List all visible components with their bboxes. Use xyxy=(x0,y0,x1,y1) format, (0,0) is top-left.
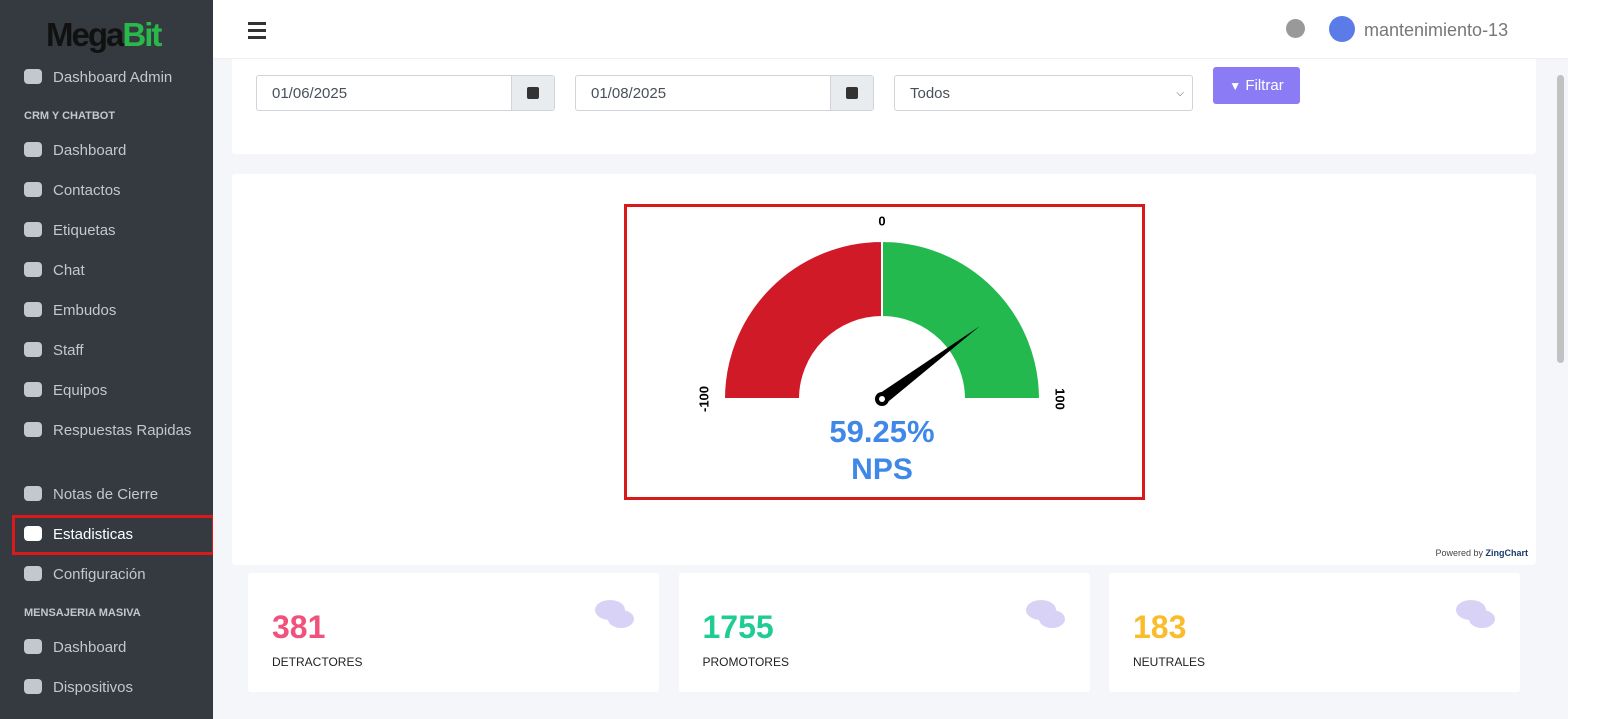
bubble xyxy=(1038,610,1065,628)
nav-item[interactable]: Etiquetas xyxy=(24,219,204,243)
brand: ZingChart xyxy=(1485,548,1529,558)
highlight-box xyxy=(624,204,1145,500)
nav-label: Embudos xyxy=(53,302,117,319)
stat-value: 1755 xyxy=(702,609,774,645)
gauge-label: NPS xyxy=(851,453,913,486)
button-text: Filtrar xyxy=(1245,77,1284,94)
nav-item[interactable]: Embudos xyxy=(24,299,204,323)
nav-label: Estadisticas xyxy=(53,526,134,543)
filter-button[interactable]: ▼ Filtrar xyxy=(1213,67,1300,104)
select-value: Todos xyxy=(910,85,951,102)
stat-card: 1755 PROMOTORES xyxy=(678,573,1090,692)
highlight-box xyxy=(12,515,213,555)
calendar-button[interactable] xyxy=(511,76,554,110)
nav-item[interactable]: Equipos xyxy=(24,379,204,403)
gauge-band xyxy=(881,239,1042,400)
section-title: MENSAJERIA MASIVA xyxy=(24,607,141,619)
help-icon[interactable] xyxy=(1286,19,1305,38)
nav-item[interactable]: Dashboard Admin xyxy=(24,66,204,90)
nav-icon xyxy=(24,222,42,237)
bubble xyxy=(1469,610,1495,628)
nav-icon xyxy=(24,142,42,157)
date-input[interactable]: 01/06/2025 xyxy=(256,75,555,111)
nav-item[interactable]: Dashboard xyxy=(24,636,204,660)
nav-label: Respuestas Rapidas xyxy=(53,422,192,439)
stat-label: PROMOTORES xyxy=(702,655,789,669)
nav-label: Etiquetas xyxy=(53,222,116,239)
user-name[interactable]: mantenimiento-13 xyxy=(1364,20,1509,40)
tick-label: -100 xyxy=(696,386,711,412)
nav-label: Equipos xyxy=(53,382,108,399)
date-input[interactable]: 01/08/2025 xyxy=(575,75,874,111)
nav-label: Configuración xyxy=(53,566,146,583)
nav-icon xyxy=(24,679,42,694)
stat-card: 381 DETRACTORES xyxy=(248,573,659,692)
nav-label: Chat xyxy=(53,262,85,279)
needle-hub-center xyxy=(879,396,885,402)
nav-label: Dashboard Admin xyxy=(53,69,173,86)
nav-icon xyxy=(24,526,42,541)
nav-item[interactable]: Notas de Cierre xyxy=(24,483,204,507)
nav-icon xyxy=(24,302,42,317)
bubble xyxy=(608,610,634,628)
needle xyxy=(878,326,980,404)
chart-card: -100 0 100 59.25% NPS Powered by ZingChart xyxy=(232,174,1536,565)
scrollbar[interactable] xyxy=(1557,75,1564,363)
nav-icon xyxy=(24,566,42,581)
chat-icon xyxy=(1456,600,1495,628)
nav-label: Contactos xyxy=(53,182,121,199)
nav-icon xyxy=(24,69,42,84)
nav-item[interactable]: Dashboard xyxy=(24,139,204,163)
staff-select[interactable]: Todos ⌵ xyxy=(894,75,1193,111)
nav-item[interactable]: Chat xyxy=(24,259,204,283)
nav-icon xyxy=(24,639,42,654)
gauge-band xyxy=(722,239,883,400)
nav-item[interactable]: Contactos xyxy=(24,179,204,203)
value-label: 59.25% xyxy=(829,414,934,449)
nav-icon xyxy=(24,182,42,197)
nav-item[interactable]: Respuestas Rapidas xyxy=(24,419,204,443)
text: Powered by xyxy=(1435,548,1483,558)
nav-label: Notas de Cierre xyxy=(53,486,159,503)
powered-by[interactable]: Powered by ZingChart xyxy=(1435,548,1528,558)
stat-label: DETRACTORES xyxy=(272,655,363,669)
nav-item[interactable]: Dispositivos xyxy=(24,676,204,700)
nav-icon xyxy=(24,262,42,277)
nav-label: Dispositivos xyxy=(53,679,134,696)
main: Desde 01/06/2025 Hasta 01/08/2025 Staff … xyxy=(213,0,1568,719)
input-value: 01/08/2025 xyxy=(591,85,667,102)
logo-text: Mega xyxy=(46,16,124,53)
tick-label: 100 xyxy=(1053,388,1068,410)
input-value: 01/06/2025 xyxy=(272,85,348,102)
nav-item[interactable]: Configuración xyxy=(24,563,204,587)
nav-label: Dashboard xyxy=(53,639,127,656)
nav-label: Staff xyxy=(53,342,84,359)
logo[interactable]: MegaBit xyxy=(46,16,162,54)
stat-value: 183 xyxy=(1133,609,1187,645)
nav-item[interactable]: Estadisticas xyxy=(12,515,213,555)
section-title: CRM Y CHATBOT xyxy=(24,110,116,122)
nav-item[interactable]: Staff xyxy=(24,339,204,363)
gauge-chart: -100 0 100 59.25% NPS xyxy=(624,204,1145,500)
logo-text: Bit xyxy=(122,16,162,53)
sidebar: MegaBit Dashboard Admin CRM Y CHATBOT Dash… xyxy=(0,0,213,719)
menu-toggle[interactable] xyxy=(248,22,266,39)
chat-icon xyxy=(1025,600,1065,628)
header: mantenimiento-13 xyxy=(213,0,1568,59)
nav-icon xyxy=(24,342,42,357)
chat-icon xyxy=(595,600,634,628)
avatar[interactable] xyxy=(1329,16,1355,42)
nav-icon xyxy=(24,486,42,501)
stat-card: 183 NEUTRALES xyxy=(1109,573,1520,692)
nav-icon xyxy=(24,422,42,437)
calendar-button[interactable] xyxy=(830,76,873,110)
tick-label: 0 xyxy=(878,213,885,228)
nav-icon xyxy=(24,382,42,397)
nav-label: Dashboard xyxy=(53,142,127,159)
stat-label: NEUTRALES xyxy=(1133,655,1206,669)
stat-value: 381 xyxy=(272,609,326,645)
